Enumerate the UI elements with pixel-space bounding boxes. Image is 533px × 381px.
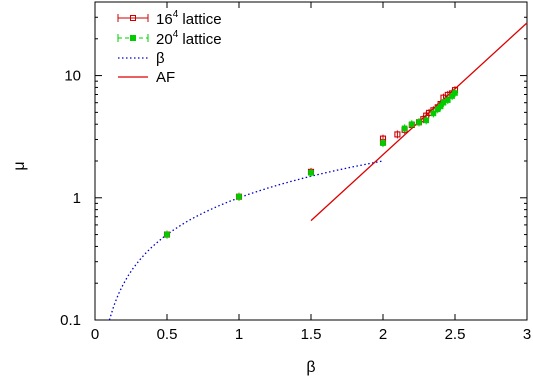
y-axis-label: μ — [11, 161, 28, 170]
legend-label: β — [156, 50, 165, 67]
y-tick-label: 10 — [64, 68, 81, 85]
data-point-20 — [236, 193, 242, 200]
data-point-20 — [401, 125, 408, 132]
data-point-20 — [408, 121, 415, 128]
series-beta-curve — [108, 160, 384, 321]
legend-label: 204 lattice — [156, 29, 222, 48]
x-tick-label: 0.5 — [157, 326, 178, 343]
data-point-20 — [380, 140, 386, 146]
tick-labels: 0 0.5 1 1.5 2 2.5 3 0.1 1 10 — [60, 68, 531, 343]
series-points — [163, 86, 459, 239]
data-point-20 — [164, 231, 170, 238]
x-tick-label: 2 — [379, 326, 387, 343]
x-tick-label: 0 — [91, 326, 99, 343]
x-tick-label: 3 — [523, 326, 531, 343]
x-tick-label: 2.5 — [445, 326, 466, 343]
legend-marker — [130, 35, 136, 41]
x-tick-label: 1.5 — [301, 326, 322, 343]
data-point-20 — [444, 97, 451, 103]
data-point-20 — [308, 170, 314, 176]
y-tick-label: 0.1 — [60, 312, 81, 329]
data-point-20 — [430, 110, 437, 117]
data-point-16 — [394, 131, 401, 138]
legend-label: AF — [156, 69, 175, 86]
x-axis-label: β — [306, 359, 315, 376]
x-tick-label: 1 — [235, 326, 243, 343]
legend-marker — [130, 15, 136, 21]
legend-label: 164 lattice — [156, 9, 222, 28]
data-point-20 — [423, 117, 430, 124]
series-curves — [108, 22, 528, 321]
data-point-20 — [452, 90, 458, 96]
y-tick-label: 1 — [73, 190, 81, 207]
data-point-20 — [416, 119, 422, 126]
axis-ticks — [94, 2, 528, 321]
